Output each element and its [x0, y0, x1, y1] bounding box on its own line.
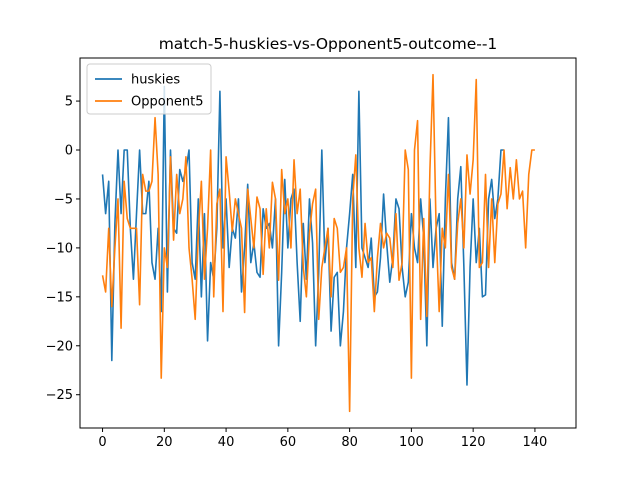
y-tick-label: −5 — [54, 192, 73, 207]
x-tick-label: 40 — [218, 435, 235, 450]
series-lines — [101, 73, 535, 413]
legend-label-huskies: huskies — [131, 73, 180, 88]
x-tick-label: 140 — [523, 435, 548, 450]
y-tick-label: −15 — [46, 290, 73, 305]
legend-label-opponent5: Opponent5 — [131, 95, 204, 110]
legend: huskies Opponent5 — [86, 63, 212, 115]
x-tick-label: 20 — [156, 435, 173, 450]
y-tick-label: 0 — [65, 144, 73, 159]
chart-title: match-5-huskies-vs-Opponent5-outcome--1 — [159, 35, 498, 53]
plot-frame — [79, 57, 577, 429]
x-axis-ticks: 0 20 40 60 80 100 120 140 — [98, 428, 547, 450]
series-line-opponent5 — [101, 73, 535, 413]
x-tick-label: 80 — [341, 435, 358, 450]
x-tick-label: 120 — [461, 435, 486, 450]
y-tick-label: −25 — [46, 388, 73, 403]
y-tick-label: 5 — [65, 95, 73, 110]
x-tick-label: 60 — [280, 435, 297, 450]
y-axis-ticks: 5 0 −5 −10 −15 −20 −25 — [46, 95, 80, 403]
y-tick-label: −10 — [46, 241, 73, 256]
x-tick-label: 0 — [98, 435, 106, 450]
y-tick-label: −20 — [46, 339, 73, 354]
x-tick-label: 100 — [399, 435, 424, 450]
